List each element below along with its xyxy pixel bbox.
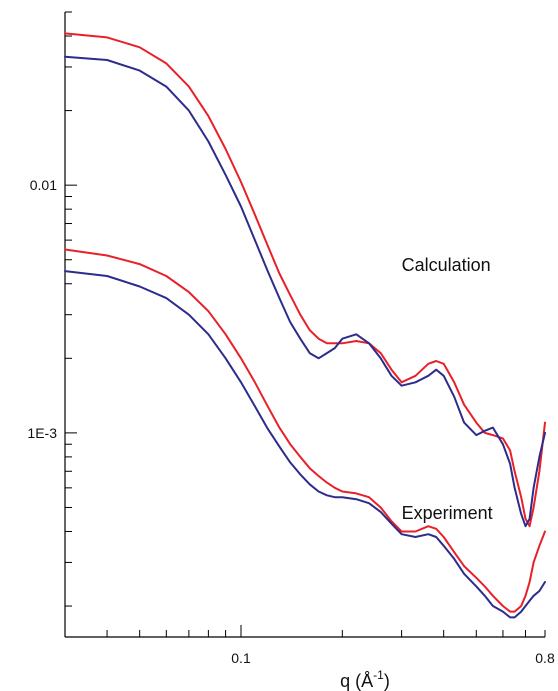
x-axis-label: q (Å-1) — [340, 668, 390, 691]
x-axis-label-close: ) — [384, 671, 390, 691]
x-tick-label: 0.8 — [535, 650, 555, 666]
x-axis-label-superscript: -1 — [373, 668, 384, 682]
series-line-calculation-blue — [64, 55, 546, 528]
series-line-experiment-red — [64, 248, 546, 613]
annotation-calculation: Calculation — [402, 255, 491, 275]
axes-group: 0.01 1E-3 0.1 0.8 q (Å-1) — [27, 11, 555, 691]
series-group — [64, 32, 546, 619]
x-tick-label: 0.1 — [231, 650, 251, 666]
x-axis-label-main: q (Å — [340, 671, 373, 691]
annotations-group: Calculation Experiment — [402, 255, 493, 523]
series-line-calculation-red — [64, 32, 546, 528]
annotation-experiment: Experiment — [402, 503, 493, 523]
y-tick-label: 1E-3 — [27, 425, 57, 441]
series-line-experiment-blue — [64, 270, 546, 619]
y-tick-label: 0.01 — [30, 177, 57, 193]
